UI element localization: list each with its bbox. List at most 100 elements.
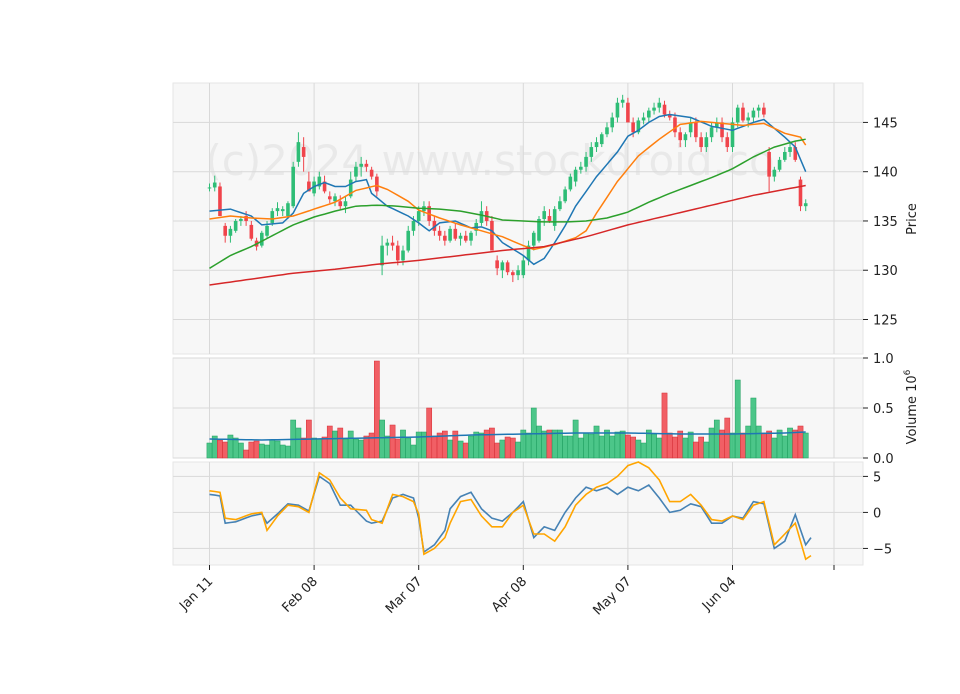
candle-body xyxy=(260,232,264,246)
candle-body xyxy=(359,163,363,167)
candle-body xyxy=(620,99,625,103)
volume-bar xyxy=(206,442,213,459)
volume-bar xyxy=(577,437,584,459)
volume-bar xyxy=(353,438,359,459)
volume-bar xyxy=(792,429,799,459)
candle-body xyxy=(228,228,233,236)
volume-bar xyxy=(295,427,302,459)
volume-bar xyxy=(635,439,642,459)
moving-average-line xyxy=(209,113,807,266)
volume-bar xyxy=(415,431,422,459)
price-tick-label: 135 xyxy=(873,215,898,230)
oscillator-panel-background xyxy=(172,461,864,566)
candle-body xyxy=(469,232,473,241)
candle-body xyxy=(511,272,515,276)
candle-body xyxy=(767,151,771,177)
candle-body xyxy=(322,181,327,192)
volume-bar xyxy=(264,444,270,459)
candle-body xyxy=(291,166,295,207)
volume-bar xyxy=(405,437,412,459)
candle-body xyxy=(735,107,740,123)
volume-bar xyxy=(604,429,610,459)
candle-body xyxy=(579,166,583,170)
candle-body xyxy=(317,176,322,187)
volume-bar xyxy=(238,442,244,459)
candle-body xyxy=(448,228,452,241)
volume-bar xyxy=(232,437,239,459)
volume-bar xyxy=(269,439,276,459)
candle-body xyxy=(354,166,358,177)
volume-bar xyxy=(332,430,338,459)
candle-body xyxy=(453,228,458,239)
volume-bar xyxy=(557,429,563,459)
volume-bar xyxy=(374,360,380,459)
volume-bar xyxy=(253,440,260,459)
volume-bar xyxy=(645,429,652,459)
candle-body xyxy=(463,235,468,241)
volume-bar xyxy=(583,432,589,459)
candle-body xyxy=(798,179,803,207)
candle-body xyxy=(746,117,750,121)
volume-average-line xyxy=(209,431,806,441)
volume-bar xyxy=(614,431,621,459)
candle-body xyxy=(537,218,541,241)
candle-body xyxy=(610,117,615,128)
volume-bar xyxy=(677,430,684,459)
candle-body xyxy=(626,102,630,123)
x-axis: Jan 11 Feb 08 Mar 07 Apr 08 May 07 Jun 04 xyxy=(176,565,835,618)
candle-body xyxy=(662,104,667,115)
candle-body xyxy=(772,169,777,177)
candle-body xyxy=(207,187,212,189)
volume-bar xyxy=(745,425,752,459)
volume-bar xyxy=(666,432,673,459)
oscillator-line xyxy=(209,461,812,561)
volume-bar xyxy=(222,441,229,459)
candle-body xyxy=(699,137,703,148)
volume-bar xyxy=(431,435,438,459)
candle-body xyxy=(233,220,238,231)
candle-body xyxy=(777,159,782,170)
moving-average-line xyxy=(209,120,807,251)
candle-body xyxy=(286,203,290,217)
volume-bar xyxy=(776,429,783,459)
volume-bar xyxy=(400,429,406,459)
volume-bar xyxy=(698,436,704,459)
volume-bar xyxy=(494,442,500,459)
volume-bar xyxy=(625,434,631,459)
candle-body xyxy=(390,242,395,246)
volume-bar xyxy=(337,427,344,459)
volume-bar xyxy=(562,435,568,459)
candle-body xyxy=(218,186,222,217)
candle-body xyxy=(526,245,531,261)
candle-body xyxy=(307,181,311,192)
x-tick-label: Mar 07 xyxy=(383,574,426,617)
candle-body xyxy=(694,122,698,138)
volume-bar xyxy=(468,435,474,459)
candle-body xyxy=(416,211,421,221)
volume-bar xyxy=(593,425,600,459)
volume-bar xyxy=(410,444,417,459)
candle-body xyxy=(406,230,411,251)
candle-body xyxy=(631,122,635,133)
candle-body xyxy=(395,245,400,261)
volume-bar xyxy=(708,427,715,459)
volume-bar xyxy=(274,440,281,459)
volume-bar xyxy=(713,419,720,459)
candle-body xyxy=(657,102,662,108)
volume-bar xyxy=(462,442,469,459)
candle-body xyxy=(364,163,369,167)
candle-body xyxy=(688,122,693,133)
moving-average-line xyxy=(209,138,806,269)
volume-bar xyxy=(729,432,736,459)
volume-tick-label: 1.0 xyxy=(873,352,894,367)
volume-bar xyxy=(248,441,255,459)
candle-body xyxy=(589,147,594,157)
candle-body xyxy=(521,260,526,276)
volume-bar xyxy=(797,425,804,459)
candle-body xyxy=(312,181,316,194)
volume-bar xyxy=(781,435,788,459)
candle-body xyxy=(783,151,787,160)
x-tick-label: Apr 08 xyxy=(489,574,530,615)
volume-bar xyxy=(363,435,370,459)
candle-body xyxy=(542,211,547,219)
